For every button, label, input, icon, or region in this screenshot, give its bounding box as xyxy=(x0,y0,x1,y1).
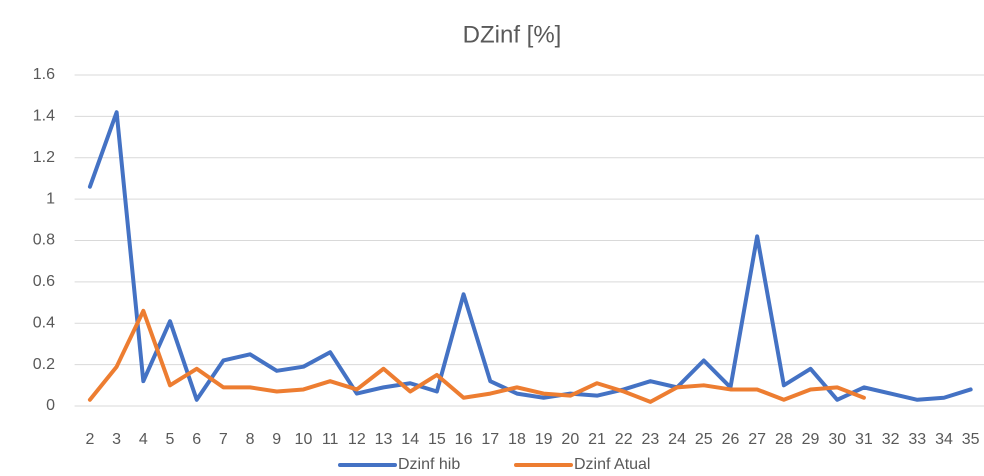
chart-title: DZinf [%] xyxy=(463,21,562,48)
y-tick-label: 0.2 xyxy=(33,356,55,373)
x-tick-label: 25 xyxy=(695,431,713,448)
x-tick-label: 9 xyxy=(272,431,281,448)
x-tick-label: 19 xyxy=(535,431,553,448)
x-tick-label: 6 xyxy=(192,431,201,448)
y-tick-label: 0.4 xyxy=(33,314,55,331)
legend-label: Dzinf Atual xyxy=(574,456,650,473)
y-tick-label: 0 xyxy=(46,397,55,414)
y-tick-label: 0.6 xyxy=(33,273,55,290)
line-series xyxy=(87,308,866,404)
x-tick-label: 31 xyxy=(855,431,873,448)
x-tick-label: 10 xyxy=(295,431,313,448)
x-tick-label: 30 xyxy=(828,431,846,448)
x-tick-label: 27 xyxy=(748,431,766,448)
x-tick-label: 5 xyxy=(166,431,175,448)
legend-label: Dzinf hib xyxy=(398,456,460,473)
x-tick-label: 3 xyxy=(112,431,121,448)
y-tick-label: 1.6 xyxy=(33,66,55,83)
x-tick-label: 21 xyxy=(588,431,606,448)
x-tick-label: 32 xyxy=(882,431,900,448)
x-tick-label: 28 xyxy=(775,431,793,448)
line-series xyxy=(87,110,973,402)
x-tick-label: 4 xyxy=(139,431,148,448)
x-tick-label: 29 xyxy=(802,431,820,448)
y-tick-label: 1 xyxy=(46,190,55,207)
x-tick-label: 35 xyxy=(962,431,980,448)
y-tick-label: 0.8 xyxy=(33,232,55,249)
y-tick-label: 1.4 xyxy=(33,108,55,125)
x-tick-label: 8 xyxy=(246,431,255,448)
x-tick-label: 33 xyxy=(908,431,926,448)
x-tick-label: 15 xyxy=(428,431,446,448)
x-tick-label: 24 xyxy=(668,431,686,448)
x-tick-label: 12 xyxy=(348,431,366,448)
x-tick-label: 22 xyxy=(615,431,633,448)
x-tick-label: 34 xyxy=(935,431,953,448)
x-tick-label: 7 xyxy=(219,431,228,448)
y-tick-label: 1.2 xyxy=(33,149,55,166)
x-tick-label: 13 xyxy=(375,431,393,448)
x-tick-label: 23 xyxy=(641,431,659,448)
x-tick-label: 11 xyxy=(322,431,339,448)
x-tick-label: 26 xyxy=(722,431,740,448)
x-tick-label: 17 xyxy=(481,431,499,448)
x-tick-label: 16 xyxy=(455,431,473,448)
x-tick-label: 2 xyxy=(85,431,94,448)
x-tick-label: 14 xyxy=(401,431,419,448)
x-tick-label: 18 xyxy=(508,431,526,448)
x-tick-label: 20 xyxy=(561,431,579,448)
